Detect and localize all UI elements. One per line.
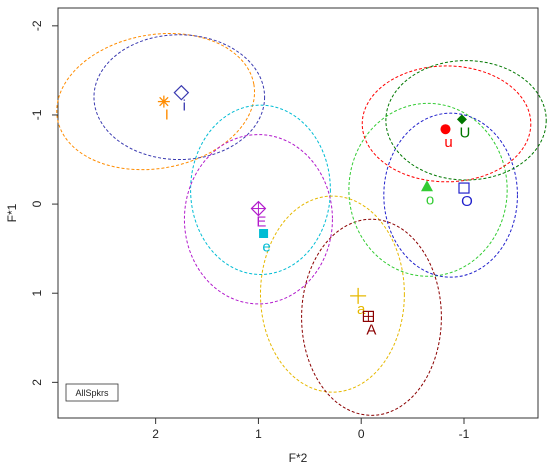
point-label: i — [183, 98, 186, 115]
legend-box — [65, 383, 119, 402]
ellipse-O — [383, 112, 518, 278]
point-label: e — [262, 239, 270, 256]
ellipse-o — [348, 102, 508, 277]
y-axis-title: F*1 — [5, 203, 19, 222]
legend: AllSpkrs — [65, 383, 119, 402]
point-A: A — [362, 310, 376, 338]
y-tick-label: 1 — [30, 290, 44, 297]
ellipse-E — [183, 134, 333, 305]
point-label: O — [461, 193, 473, 210]
point-O: O — [458, 182, 473, 210]
point-o: o — [420, 180, 434, 208]
y-tick-label: -1 — [30, 109, 44, 120]
x-tick-label: 1 — [255, 427, 262, 441]
ellipse-a — [259, 195, 405, 393]
point-label: A — [366, 321, 376, 338]
x-axis-title: F*2 — [289, 451, 308, 465]
point-a: a — [350, 287, 367, 318]
point-I: I — [157, 95, 170, 124]
legend-label: AllSpkrs — [75, 388, 109, 398]
point-u: u — [440, 124, 453, 151]
point-label: I — [165, 107, 169, 124]
ellipse-e — [190, 104, 331, 275]
point-label: a — [357, 301, 366, 318]
y-axis: -2 -1 0 1 2 — [30, 20, 58, 386]
point-label: E — [256, 214, 266, 231]
ellipse-i — [93, 34, 266, 161]
x-tick-label: -1 — [459, 427, 470, 441]
y-tick-label: 0 — [30, 200, 44, 207]
point-label: o — [426, 191, 434, 208]
x-tick-label: 0 — [358, 427, 365, 441]
ellipse-u — [361, 65, 532, 183]
ellipse-A — [301, 218, 442, 416]
y-tick-label: -2 — [30, 20, 44, 31]
x-axis: 2 1 0 -1 — [152, 418, 470, 441]
point-e: e — [259, 229, 271, 256]
x-tick-label: 2 — [152, 427, 159, 441]
point-label: U — [460, 124, 471, 141]
point-label: u — [444, 134, 452, 151]
confidence-ellipses — [56, 33, 547, 416]
ellipse-U — [385, 60, 547, 181]
plot-frame — [57, 7, 539, 419]
ellipse-I — [56, 33, 256, 171]
y-tick-label: 2 — [30, 379, 44, 386]
point-i: i — [173, 84, 190, 115]
point-E: E — [250, 200, 266, 231]
point-U: U — [456, 114, 471, 141]
